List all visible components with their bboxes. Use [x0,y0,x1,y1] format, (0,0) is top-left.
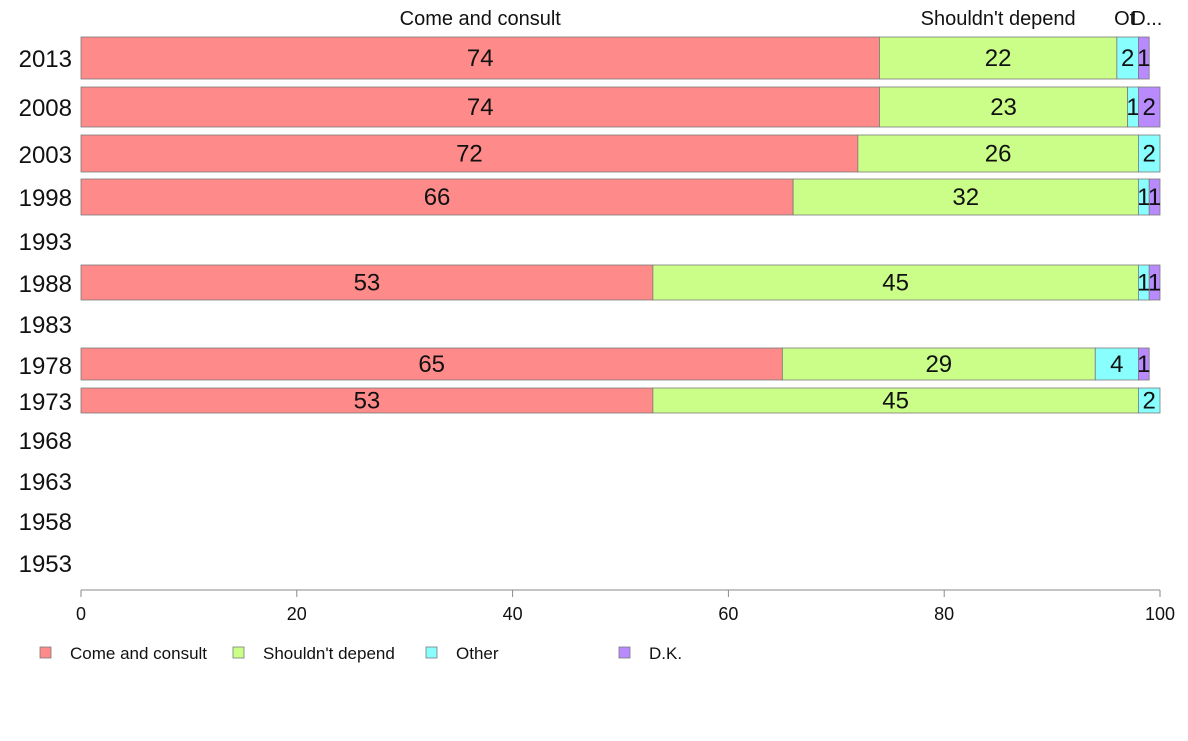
bar-segment [857,134,1139,173]
y-tick-label: 1968 [19,428,72,455]
y-tick-label: 1993 [19,229,72,256]
bar-segment [652,264,1139,301]
legend-swatch [618,646,631,659]
legend: Come and consult Shouldn't depend Other D.K… [39,644,682,663]
top-series-label: D... [1131,8,1162,30]
bar-value-label: 1 [1137,45,1150,72]
y-tick-label: 2008 [19,95,72,122]
bar-segment [80,347,783,381]
bar-segment [1148,264,1161,301]
bar-segment [80,264,654,301]
legend-swatch [425,646,438,659]
bar-value-label: 29 [925,351,952,378]
legend-label: Shouldn't depend [263,644,395,663]
x-tick-label: 20 [287,604,307,624]
x-tick-label: 40 [503,604,523,624]
bar-segment [792,178,1139,216]
bar-value-label: 1 [1137,270,1150,297]
bar-segment [1138,36,1150,80]
bar-value-label: 1 [1137,184,1150,211]
y-tick-label: 1963 [19,469,72,496]
bar-value-label: 1 [1148,184,1161,211]
bar-segment [1138,387,1161,414]
legend-label: D.K. [649,644,682,663]
bar-segment [1148,178,1161,216]
bar-value-label: 23 [990,94,1017,121]
top-series-labels: Come and consult Shouldn't depend OtD... [400,8,1163,30]
bar-segment [1138,134,1161,173]
x-tick-label: 100 [1145,604,1175,624]
legend-swatch [39,646,52,659]
bar-value-label: 2 [1121,45,1134,72]
bar-segment [80,86,880,128]
y-tick-label: 2003 [19,142,72,169]
y-tick-label: 1958 [19,509,72,536]
bar-segment [879,36,1118,80]
bar-segment [781,347,1096,381]
y-tick-label: 1988 [19,271,72,298]
legend-label: Other [456,644,499,663]
bar-value-label: 22 [985,45,1012,72]
legend-label: Come and consult [70,644,207,663]
bar-segment [1138,86,1161,128]
y-tick-label: 1983 [19,312,72,339]
x-axis: 0 20 40 60 80 100 [76,589,1175,624]
y-axis-labels: 2013 2008 2003 1998 1993 1988 1983 1978 1973 1968… [19,46,72,578]
y-tick-label: 1978 [19,353,72,380]
y-tick-label: 2013 [19,46,72,73]
y-tick-label: 1973 [19,389,72,416]
bar-value-label: 45 [882,388,909,415]
x-tick-label: 0 [76,604,86,624]
x-tick-label: 60 [718,604,738,624]
bar-segment [1094,347,1139,381]
top-series-label: Ot [1114,8,1136,30]
bar-value-label: 53 [354,388,381,415]
bar-value-label: 1 [1126,94,1139,121]
bar-value-label: 45 [882,270,909,297]
bar-segment [1138,347,1150,381]
bar-value-label: 1 [1137,351,1150,378]
bar-segment [80,134,859,173]
x-tick-label: 80 [934,604,954,624]
bar-segment [80,387,654,414]
bar-value-label: 2 [1143,141,1156,168]
top-series-label: Shouldn't depend [921,8,1076,30]
bar-segment [80,178,794,216]
bar-value-label: 1 [1148,270,1161,297]
y-tick-label: 1998 [19,185,72,212]
bar-value-label: 2 [1143,94,1156,121]
bar-value-label: 2 [1143,388,1156,415]
bar-value-label: 4 [1110,351,1123,378]
legend-swatch [232,646,245,659]
bar-value-label: 66 [424,184,451,211]
bar-segment [652,387,1139,414]
bar-value-label: 74 [467,45,494,72]
bar-value-label: 53 [354,270,381,297]
y-tick-label: 1953 [19,551,72,578]
bar-value-label: 32 [952,184,979,211]
bar-value-label: 74 [467,94,494,121]
top-series-label: Come and consult [400,8,562,30]
bar-value-label: 72 [456,141,483,168]
bar-value-label: 65 [418,351,445,378]
bar-value-label: 26 [985,141,1012,168]
